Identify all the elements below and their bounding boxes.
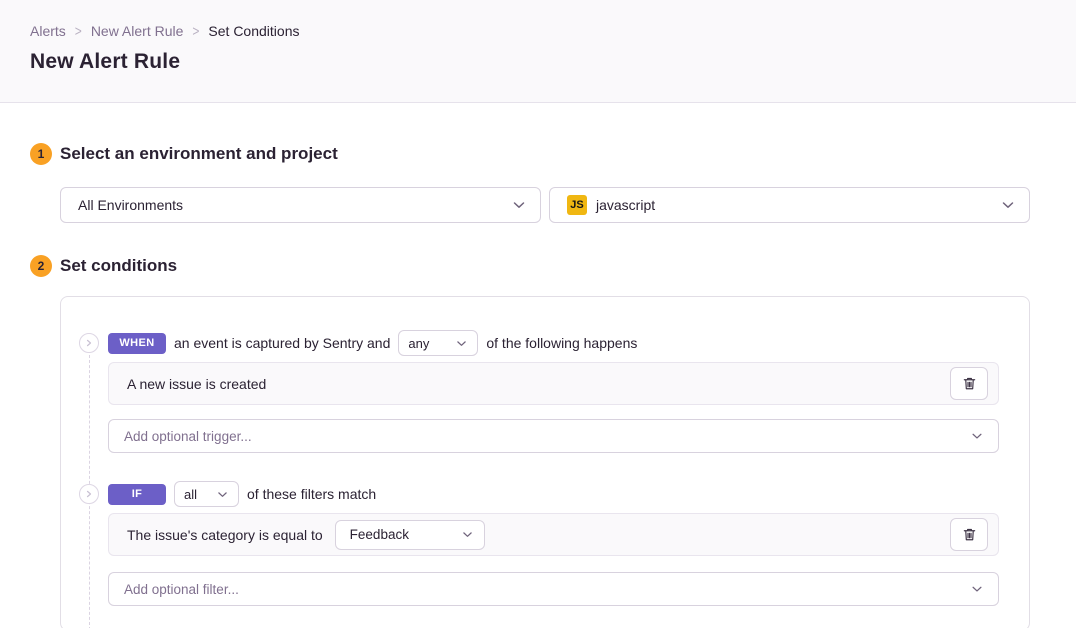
chevron-down-icon (461, 528, 474, 541)
chevron-down-icon (970, 429, 984, 443)
add-trigger-placeholder: Add optional trigger... (124, 428, 252, 444)
if-match-select[interactable]: all (174, 481, 239, 507)
main-content: 1 Select an environment and project All … (0, 143, 1076, 628)
step-1-heading: 1 Select an environment and project (30, 143, 1030, 165)
breadcrumb-separator-icon: > (192, 22, 200, 40)
if-text-after: of these filters match (247, 486, 377, 502)
environment-project-row: All Environments JS javascript (60, 187, 1030, 223)
filter-row: The issue's category is equal to Feedbac… (108, 513, 999, 556)
if-collapse-chevron-icon[interactable] (79, 484, 99, 504)
delete-filter-button[interactable] (950, 518, 988, 551)
when-collapse-chevron-icon[interactable] (79, 333, 99, 353)
when-match-select[interactable]: any (398, 330, 479, 356)
if-label-row: IF all of these filters match (108, 481, 999, 507)
step-2-heading: 2 Set conditions (30, 255, 1030, 277)
step-2-section: 2 Set conditions WHEN an event is captur… (30, 255, 1030, 628)
delete-trigger-button[interactable] (950, 367, 988, 400)
conditions-panel: WHEN an event is captured by Sentry and … (60, 296, 1030, 628)
filter-category-select-value: Feedback (349, 527, 409, 542)
environment-select[interactable]: All Environments (60, 187, 541, 223)
step-1-body: All Environments JS javascript (60, 187, 1030, 223)
step-2-number-badge: 2 (30, 255, 52, 277)
filter-category-select[interactable]: Feedback (334, 519, 485, 550)
page-title: New Alert Rule (30, 50, 181, 73)
if-badge: IF (108, 483, 166, 505)
when-badge: WHEN (108, 332, 166, 354)
chevron-down-icon (1000, 197, 1016, 213)
breadcrumb: Alerts > New Alert Rule > Set Conditions (30, 22, 1046, 40)
filter-row-label: The issue's category is equal to (127, 526, 323, 543)
breadcrumb-set-conditions: Set Conditions (208, 23, 300, 39)
step-1-number-badge: 1 (30, 143, 52, 165)
if-node: IF all of these filters match (79, 481, 999, 606)
chevron-down-icon (216, 488, 229, 501)
add-optional-filter-select[interactable]: Add optional filter... (108, 572, 999, 606)
chevron-down-icon (970, 582, 984, 596)
when-node-body: WHEN an event is captured by Sentry and … (108, 330, 999, 453)
when-match-select-value: any (408, 335, 430, 351)
breadcrumb-new-alert-rule[interactable]: New Alert Rule (90, 23, 184, 39)
step-1-title: Select an environment and project (60, 144, 338, 163)
project-select[interactable]: JS javascript (549, 187, 1030, 223)
if-match-select-value: all (184, 486, 198, 502)
breadcrumb-separator-icon: > (74, 22, 82, 40)
trigger-row-label: A new issue is created (127, 375, 267, 392)
trash-icon (962, 527, 977, 542)
when-label-row: WHEN an event is captured by Sentry and … (108, 330, 999, 356)
trigger-row: A new issue is created (108, 362, 999, 405)
when-text-before: an event is captured by Sentry and (174, 335, 391, 351)
page-header: Alerts > New Alert Rule > Set Conditions… (0, 0, 1076, 103)
javascript-platform-icon: JS (567, 195, 587, 215)
when-node: WHEN an event is captured by Sentry and … (79, 330, 999, 453)
chevron-down-icon (455, 337, 468, 350)
breadcrumb-alerts[interactable]: Alerts (30, 23, 66, 39)
chevron-down-icon (511, 197, 527, 213)
trash-icon (962, 376, 977, 391)
when-text-after: of the following happens (486, 335, 638, 351)
if-node-body: IF all of these filters match (108, 481, 999, 606)
project-select-value: javascript (596, 197, 656, 213)
filter-row-label-wrap: The issue's category is equal to Feedbac… (127, 519, 940, 550)
step-1-section: 1 Select an environment and project All … (30, 143, 1030, 223)
environment-select-value: All Environments (78, 197, 184, 213)
add-filter-placeholder: Add optional filter... (124, 581, 239, 597)
add-optional-trigger-select[interactable]: Add optional trigger... (108, 419, 999, 453)
step-2-title: Set conditions (60, 256, 178, 275)
